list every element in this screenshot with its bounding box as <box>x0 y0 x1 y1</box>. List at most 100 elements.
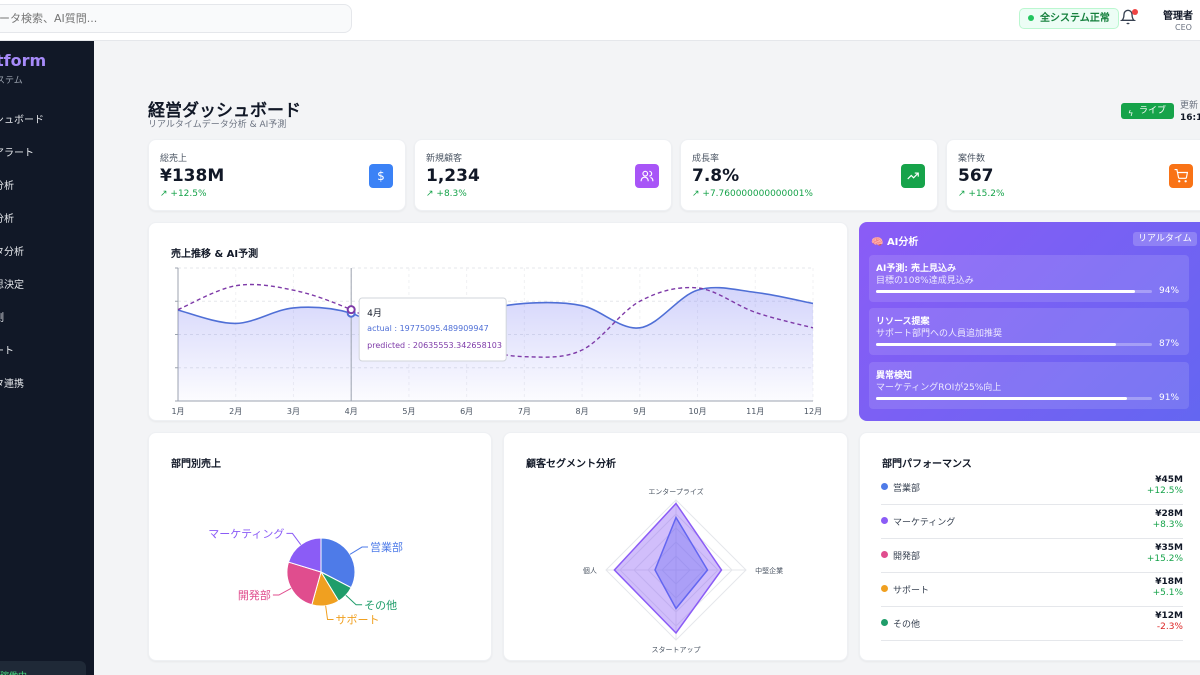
sales-chart-title: 売上推移 & AI予測 <box>171 249 259 260</box>
dept-name: サポート <box>893 586 930 596</box>
dept-color-dot <box>881 619 888 626</box>
dept-row[interactable]: サポート ¥18M +5.1% <box>881 573 1183 607</box>
kpi-card-deals[interactable]: 案件数 567 ↗ +15.2% <box>946 139 1200 211</box>
dept-row[interactable]: 開発部 ¥35M +15.2% <box>881 539 1183 573</box>
x-tick-label: 5月 <box>402 407 415 416</box>
dept-perf-title: 部門パフォーマンス <box>882 459 972 470</box>
ai-panel-header: 🧠 AI分析 <box>871 233 918 248</box>
confidence-bar <box>876 290 1152 293</box>
sidebar-item-data-analysis[interactable]: タ分析 <box>0 247 24 258</box>
live-badge[interactable]: ϟ ライブ <box>1121 103 1175 119</box>
kpi-label: 案件数 <box>958 154 986 164</box>
radar-chart-title: 顧客セグメント分析 <box>526 459 616 470</box>
dept-name: マーケティング <box>893 518 956 528</box>
kpi-change: ↗ +15.2% <box>958 189 1005 199</box>
sales-trend-card: 売上推移 & AI予測 1月 2月 3月 4月 5月 6月 7月 8月 9月 10月 11月 12月 4… <box>148 222 848 421</box>
notification-dot <box>1132 9 1138 15</box>
last-update: 更新 16:19 <box>1180 100 1200 124</box>
sidebar-nav: シュボード アラート 分析 分析 タ分析 思決定 測 ート タ連携 <box>0 113 44 410</box>
sales-chart[interactable]: 1月 2月 3月 4月 5月 6月 7月 8月 9月 10月 11月 12月 4月 actual : 19… <box>149 223 849 422</box>
sidebar-item-dashboard[interactable]: シュボード <box>0 115 44 126</box>
live-label: ライブ <box>1139 106 1167 116</box>
confidence-bar <box>876 343 1152 346</box>
kpi-value: 7.8% <box>692 166 740 186</box>
dept-value: ¥18M <box>1155 577 1183 587</box>
radar-series <box>613 502 723 635</box>
sidebar-item-analysis-1[interactable]: 分析 <box>0 181 14 192</box>
ai-panel-title: AI分析 <box>886 237 919 248</box>
radar-series <box>654 515 709 610</box>
kpi-label: 総売上 <box>160 154 188 164</box>
cart-icon <box>1169 164 1193 188</box>
realtime-badge: リアルタイム <box>1133 232 1197 246</box>
pie-label: サポート <box>336 614 380 627</box>
page-title: 経営ダッシュボード <box>148 101 301 121</box>
kpi-change: ↗ +12.5% <box>160 189 207 199</box>
dept-name: 開発部 <box>893 552 921 562</box>
user-menu[interactable]: 管理者 CEO <box>1163 7 1200 32</box>
kpi-value: 1,234 <box>426 166 480 186</box>
system-status-badge: 全システム正常 <box>1019 8 1119 29</box>
confidence-fill <box>876 397 1128 400</box>
kpi-label: 新規顧客 <box>426 154 463 164</box>
dept-color-dot <box>881 551 888 558</box>
pie-label-line <box>349 546 369 555</box>
ai-insight-desc: サポート部門への人員追加推奨 <box>876 329 1003 339</box>
activity-icon: ϟ <box>1128 109 1134 118</box>
ai-insight-desc: 目標の108%達成見込み <box>876 276 974 286</box>
x-tick-label: 4月 <box>345 407 358 416</box>
x-tick-label: 7月 <box>518 407 531 416</box>
ai-insight-title: AI予測: 売上見込み <box>876 264 957 274</box>
ai-insight-title: 異常検知 <box>876 371 913 381</box>
ai-insight-item[interactable]: AI予測: 売上見込み 目標の108%達成見込み 94% <box>869 255 1189 302</box>
pie-chart-title: 部門別売上 <box>171 459 221 470</box>
search-input[interactable] <box>0 4 352 33</box>
sidebar-item-data-integration[interactable]: タ連携 <box>0 379 24 390</box>
sidebar-item-analysis-2[interactable]: 分析 <box>0 214 14 225</box>
x-tick-label: 12月 <box>804 407 822 416</box>
radar-axis-label: 個人 <box>583 566 597 575</box>
confidence-pct: 94% <box>1159 286 1180 296</box>
ai-insight-title: リソース提案 <box>876 317 930 327</box>
kpi-card-customers[interactable]: 新規顧客 1,234 ↗ +8.3% <box>414 139 672 211</box>
dept-change: -2.3% <box>1156 622 1183 632</box>
pie-label: その他 <box>364 599 397 612</box>
pie-label: 開発部 <box>238 588 271 602</box>
dept-value: ¥28M <box>1155 509 1183 519</box>
confidence-fill <box>876 290 1136 293</box>
kpi-label: 成長率 <box>692 154 720 164</box>
kpi-card-sales[interactable]: 総売上 ¥138M ↗ +12.5% $ <box>148 139 406 211</box>
kpi-value: 567 <box>958 166 994 186</box>
sidebar-item-decision[interactable]: 思決定 <box>0 280 24 291</box>
dept-row[interactable]: 営業部 ¥45M +12.5% <box>881 471 1183 505</box>
user-name: 管理者 <box>1163 11 1193 22</box>
dept-name: 営業部 <box>893 484 921 494</box>
sidebar-item-report[interactable]: ート <box>0 346 14 357</box>
dept-row[interactable]: マーケティング ¥28M +8.3% <box>881 505 1183 539</box>
user-role: CEO <box>1175 23 1192 32</box>
pie-label-line <box>272 587 292 596</box>
pie-slice <box>287 537 322 573</box>
x-tick-label: 10月 <box>688 407 706 416</box>
ai-insight-item[interactable]: リソース提案 サポート部門への人員追加推奨 87% <box>869 308 1189 355</box>
update-label: 更新 <box>1180 101 1199 111</box>
customer-segment-card: 顧客セグメント分析 エンタープライズ 中堅企業 スタートアップ 個人 <box>503 432 848 661</box>
tooltip-predicted: predicted : 20635553.342658103 <box>367 341 502 350</box>
dept-row[interactable]: その他 ¥12M -2.3% <box>881 607 1183 641</box>
dept-value: ¥12M <box>1155 611 1183 621</box>
tooltip-month: 4月 <box>367 308 382 319</box>
sidebar-item-forecast[interactable]: 測 <box>0 311 44 344</box>
confidence-pct: 87% <box>1159 339 1180 349</box>
predicted-point <box>346 305 356 315</box>
x-tick-label: 1月 <box>171 407 184 416</box>
x-tick-label: 2月 <box>229 407 242 416</box>
sidebar-item-alerts[interactable]: アラート <box>0 148 34 159</box>
dept-sales-card: 部門別売上 営業部 その他 サポート 開発部 マーケティング <box>148 432 492 661</box>
ai-insight-item[interactable]: 異常検知 マーケティングROIが25%向上 91% <box>869 362 1189 409</box>
radar-axis-label: 中堅企業 <box>755 566 783 575</box>
notification-bell-icon[interactable] <box>1119 9 1138 27</box>
status-dot-icon <box>1028 15 1034 21</box>
kpi-card-growth[interactable]: 成長率 7.8% ↗ +7.760000000000001% <box>680 139 938 211</box>
